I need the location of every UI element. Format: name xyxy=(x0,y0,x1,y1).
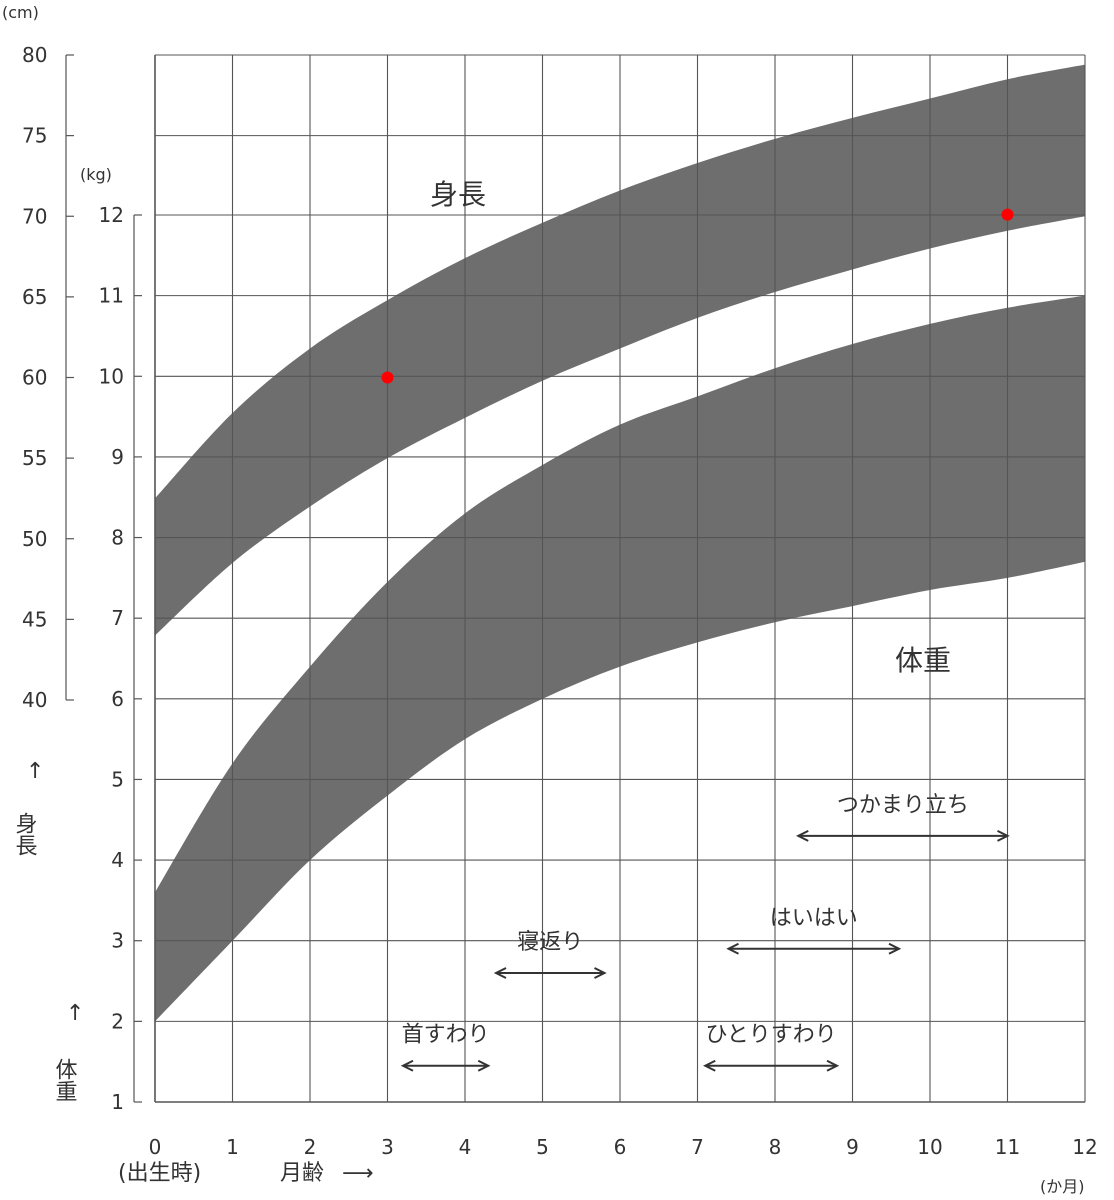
height-axis-label: 身長 xyxy=(12,812,38,856)
height-tick-label: 45 xyxy=(22,607,47,631)
weight-tick-label: 8 xyxy=(111,526,124,550)
milestone-arrow-right xyxy=(594,967,607,979)
weight-tick-label: 12 xyxy=(99,203,124,227)
milestone-arrow-left xyxy=(493,967,507,979)
height-band-label: 身長 xyxy=(430,178,486,211)
milestone-label: つかまり立ち xyxy=(837,793,969,818)
weight-tick-label: 9 xyxy=(111,445,124,469)
weight-unit-label: (kg) xyxy=(80,165,112,184)
weight-axis-label: 体重 xyxy=(52,1058,78,1102)
milestone-arrow-left xyxy=(796,830,809,842)
weight-tick-label: 10 xyxy=(99,364,124,388)
x-tick-label: 11 xyxy=(995,1135,1020,1159)
height-unit-label: (cm) xyxy=(2,3,39,22)
x-tick-label: 6 xyxy=(614,1135,627,1159)
milestone-arrow-right xyxy=(826,1059,840,1072)
measurement-point xyxy=(1001,208,1014,221)
grid-lines xyxy=(154,54,1086,1103)
x-tick-label: 1 xyxy=(226,1135,239,1159)
weight-tick-label: 4 xyxy=(111,848,124,872)
milestone-arrow-right xyxy=(997,830,1010,842)
measurement-point xyxy=(381,371,394,384)
milestone-arrow-right xyxy=(888,942,902,955)
height-tick-label: 55 xyxy=(22,446,47,470)
height-tick-label: 60 xyxy=(22,366,47,390)
data-points xyxy=(381,208,1014,384)
x-axis-arrow: ⟶ xyxy=(342,1161,374,1186)
x-tick-label: 3 xyxy=(381,1135,394,1159)
milestone-label: 寝返り xyxy=(517,930,583,955)
x-tick-label: 4 xyxy=(459,1135,472,1159)
weight-tick-label: 6 xyxy=(111,687,124,711)
milestone-arrow-left xyxy=(400,1059,414,1072)
weight-tick-label: 7 xyxy=(111,606,124,630)
milestone-label: 首すわり xyxy=(402,1023,490,1048)
height-tick-label: 75 xyxy=(22,124,47,148)
x-tick-label: 7 xyxy=(691,1135,704,1159)
weight-tick-label: 1 xyxy=(111,1090,124,1114)
milestone-arrow-right xyxy=(477,1059,491,1072)
x-tick-label: 9 xyxy=(846,1135,859,1159)
weight-tick-label: 11 xyxy=(99,284,124,308)
birth-label: (出生時) xyxy=(118,1161,201,1186)
height-tick-label: 80 xyxy=(22,43,47,67)
x-unit-label: (か月) xyxy=(1040,1177,1085,1196)
height-tick-label: 50 xyxy=(22,527,47,551)
weight-tick-label: 5 xyxy=(111,767,124,791)
milestone-arrow-left xyxy=(703,1059,716,1072)
x-tick-label: 5 xyxy=(536,1135,549,1159)
x-tick-label: 2 xyxy=(304,1135,317,1159)
weight-tick-label: 3 xyxy=(111,929,124,953)
height-axis-arrow: ↑ xyxy=(26,759,44,784)
weight-tick-label: 2 xyxy=(111,1009,124,1033)
weight-band-label: 体重 xyxy=(895,644,951,677)
x-tick-label: 10 xyxy=(917,1135,942,1159)
weight-axis-arrow: ↑ xyxy=(66,1001,84,1026)
x-axis-label: 月齢 xyxy=(280,1161,324,1186)
milestone-label: はいはい xyxy=(770,906,858,931)
height-tick-label: 40 xyxy=(22,688,47,712)
milestone-label: ひとりすわり xyxy=(705,1023,836,1048)
x-tick-label: 0 xyxy=(149,1135,162,1159)
x-tick-label: 12 xyxy=(1072,1135,1097,1159)
height-tick-label: 65 xyxy=(22,285,47,309)
milestone-arrow-left xyxy=(726,942,739,955)
x-tick-label: 8 xyxy=(769,1135,782,1159)
height-tick-label: 70 xyxy=(22,204,47,228)
